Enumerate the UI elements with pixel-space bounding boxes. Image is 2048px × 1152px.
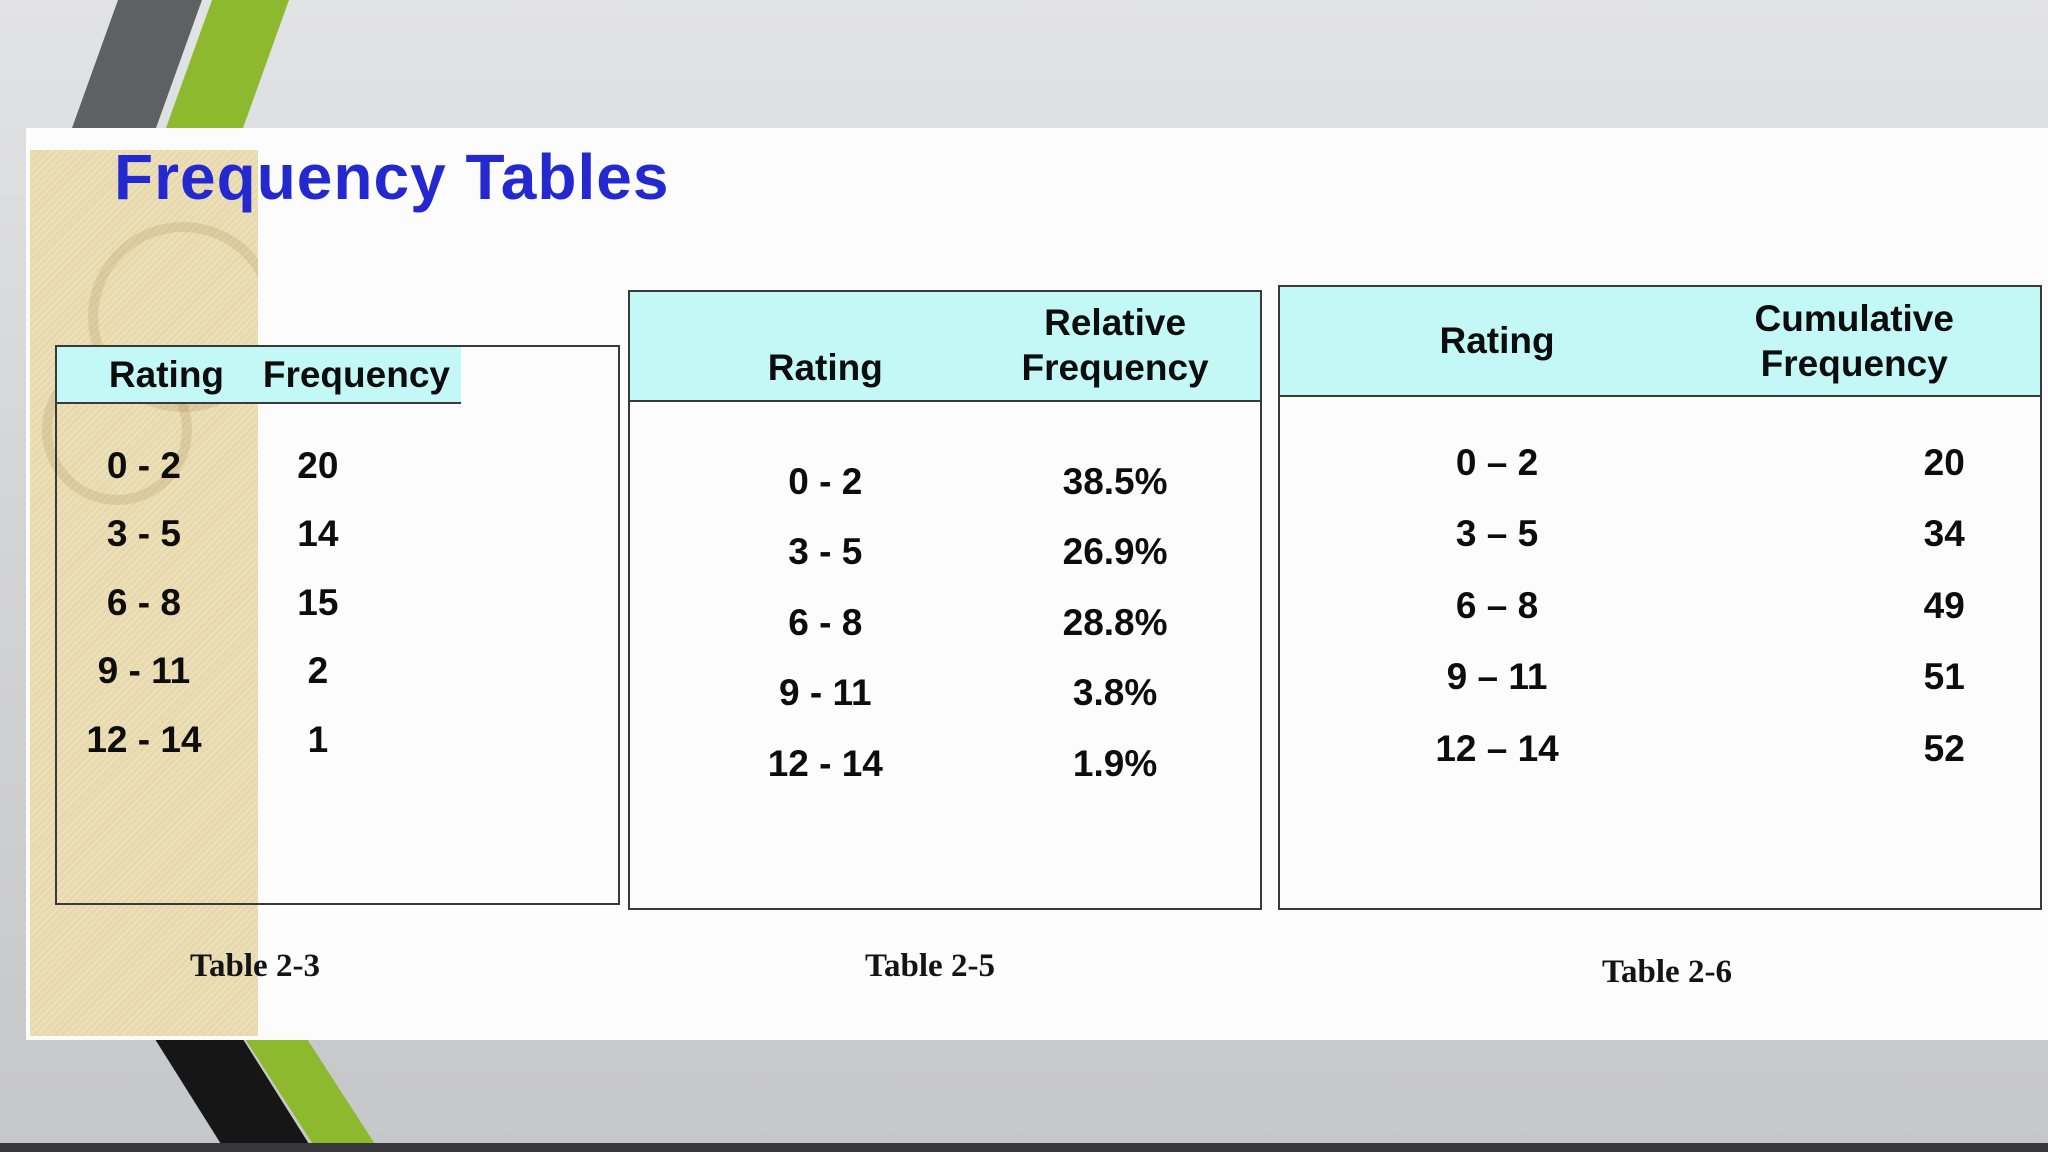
value-cell: 20 <box>297 445 339 486</box>
value-cell: 26.9% <box>1062 531 1168 573</box>
bottom-green-stripe <box>238 1028 380 1152</box>
header-cell-rating: Rating <box>108 353 225 395</box>
header-cell-rating: Rating <box>767 346 883 388</box>
table-body: 0 - 2 20 3 - 5 14 6 - 8 15 9 - 11 2 12 -… <box>57 404 405 762</box>
rating-cell: 3 - 5 <box>788 531 863 573</box>
rating-cell: 9 - 11 <box>97 650 191 692</box>
rating-cell: 6 - 8 <box>788 601 863 643</box>
rating-cell: 9 – 11 <box>1446 656 1548 698</box>
top-green-stripe <box>166 0 289 128</box>
slide-title: Frequency Tables <box>114 141 670 213</box>
table-row: 9 - 11 3.8% <box>680 671 1260 715</box>
table-row: 6 – 8 49 <box>1326 584 2040 628</box>
value-cell: 20 <box>1923 442 1965 483</box>
value-cell: 2 <box>307 650 329 692</box>
table-body: 0 - 2 38.5% 3 - 5 26.9% 6 - 8 28.8% 9 - … <box>630 402 1260 786</box>
value-cell: 34 <box>1923 513 1965 555</box>
table-row: 3 - 5 14 <box>57 512 405 556</box>
value-cell: 1.9% <box>1072 742 1158 784</box>
cumulative-frequency-table: Rating Cumulative Frequency 0 – 2 20 3 –… <box>1278 285 2042 910</box>
bottom-black-stripe <box>148 1028 314 1152</box>
rating-cell: 9 - 11 <box>779 672 872 714</box>
value-cell: 52 <box>1923 727 1965 769</box>
table-header: Rating Frequency <box>57 347 461 404</box>
value-cell: 28.8% <box>1062 601 1168 643</box>
header-cell-cumulative-frequency: Cumulative Frequency <box>1754 297 1954 384</box>
rating-cell: 0 - 2 <box>106 445 181 486</box>
value-cell: 1 <box>307 718 329 760</box>
rating-cell: 0 - 2 <box>788 461 863 502</box>
rating-cell: 6 – 8 <box>1455 584 1539 626</box>
table-body: 0 – 2 20 3 – 5 34 6 – 8 49 9 – 11 51 12 … <box>1280 397 2040 771</box>
rating-cell: 0 – 2 <box>1455 442 1539 483</box>
table-row: 6 - 8 15 <box>57 581 405 625</box>
top-gray-stripe <box>72 0 202 128</box>
table-row: 3 - 5 26.9% <box>680 530 1260 574</box>
rating-cell: 12 – 14 <box>1435 727 1559 769</box>
table-row: 3 – 5 34 <box>1326 512 2040 556</box>
table-header: Rating Cumulative Frequency <box>1280 287 2040 397</box>
table-row: 0 - 2 20 <box>57 444 405 488</box>
value-cell: 49 <box>1923 584 1965 626</box>
table-row: 6 - 8 28.8% <box>680 601 1260 645</box>
content-panel: Frequency Tables Rating Frequency 0 - 2 … <box>26 128 2048 1040</box>
table-row: 9 – 11 51 <box>1326 655 2040 699</box>
rating-cell: 12 - 14 <box>767 742 883 784</box>
table-row: 12 – 14 52 <box>1326 727 2040 771</box>
header-cell-relative-frequency: Relative Frequency <box>1021 301 1209 388</box>
table-row: 0 - 2 38.5% <box>680 460 1260 504</box>
table-row: 0 – 2 20 <box>1326 441 2040 485</box>
value-cell: 14 <box>297 513 339 555</box>
table-header: Rating Relative Frequency <box>630 292 1260 402</box>
table-row: 12 - 14 1 <box>57 718 405 762</box>
table-row: 9 - 11 2 <box>57 649 405 693</box>
rating-cell: 6 - 8 <box>106 581 181 623</box>
frequency-table: Rating Frequency 0 - 2 20 3 - 5 14 6 - 8… <box>55 345 620 905</box>
rating-cell: 3 – 5 <box>1455 513 1539 555</box>
rating-cell: 3 - 5 <box>106 513 181 555</box>
header-cell-rating: Rating <box>1439 320 1555 362</box>
bottom-edge-bar <box>0 1143 2048 1152</box>
relative-frequency-table: Rating Relative Frequency 0 - 2 38.5% 3 … <box>628 290 1262 910</box>
table-caption: Table 2-6 <box>1602 954 1732 990</box>
table-row: 12 - 14 1.9% <box>680 742 1260 786</box>
value-cell: 51 <box>1923 656 1965 698</box>
value-cell: 38.5% <box>1062 461 1168 502</box>
value-cell: 3.8% <box>1072 672 1158 714</box>
table-caption: Table 2-3 <box>190 948 320 984</box>
value-cell: 15 <box>297 581 339 623</box>
header-cell-frequency: Frequency <box>262 353 450 395</box>
rating-cell: 12 - 14 <box>86 718 202 760</box>
table-caption: Table 2-5 <box>865 948 995 984</box>
